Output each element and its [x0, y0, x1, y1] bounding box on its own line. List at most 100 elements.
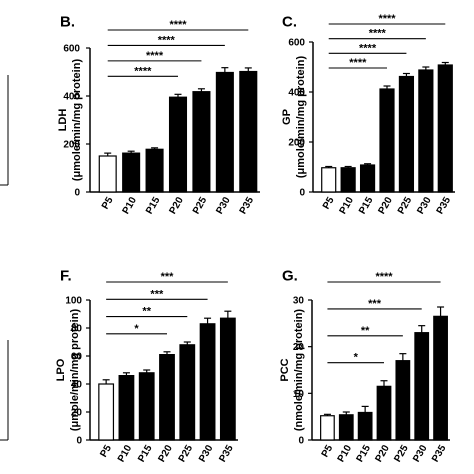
bar-P5 [320, 415, 335, 441]
x-tick-label: P20 [376, 195, 395, 216]
x-tick-label: P10 [338, 195, 357, 216]
panel-label: F. [60, 267, 72, 284]
x-tick-label: P25 [191, 195, 210, 216]
x-tick-label: P10 [116, 443, 135, 464]
y-tick-label: 200 [63, 140, 80, 151]
significance-label: *** [161, 271, 175, 283]
significance-label: ** [142, 306, 151, 318]
x-tick-label: P25 [396, 195, 415, 216]
left-edge-fragments [0, 75, 9, 441]
y-axis-unit-label: (μmole/min/mg protein) [69, 309, 81, 432]
significance-label: **** [369, 28, 387, 40]
y-tick-label: 400 [288, 88, 305, 99]
bar-P10 [118, 375, 135, 441]
bar-P20 [159, 354, 175, 441]
y-tick-label: 10 [293, 389, 305, 400]
significance-label: **** [134, 65, 152, 77]
x-tick-label: P30 [411, 443, 430, 464]
x-tick-label: P30 [415, 195, 434, 216]
y-tick-label: 0 [299, 188, 305, 199]
significance-label: **** [158, 34, 176, 46]
bar-P25 [395, 360, 411, 441]
significance-label: *** [368, 298, 382, 310]
significance-label: *** [150, 288, 164, 300]
bar-P30 [199, 323, 216, 441]
y-axis-unit-label: (μmole/min/mg protein) [71, 59, 83, 182]
x-tick-label: P20 [156, 443, 175, 464]
y-tick-label: 100 [65, 296, 82, 307]
bar-P5 [98, 155, 117, 193]
bar-P35 [239, 70, 258, 193]
x-tick-label: P30 [214, 195, 233, 216]
significance-label: **** [349, 57, 367, 69]
significance-label: ** [361, 325, 370, 337]
y-axis-label: PCC [279, 358, 291, 381]
significance-label: **** [169, 19, 187, 31]
y-tick-label: 0 [76, 436, 82, 447]
bar-P35 [219, 317, 236, 441]
bar-P15 [359, 164, 376, 193]
bar-P15 [357, 411, 373, 441]
x-tick-label: P35 [435, 195, 454, 216]
chart-panel-1: B. 0 200 400 600 LDH (μmole/min/mg protein) P5 P… [57, 13, 260, 216]
chart-panel-3: F. 0 20 40 60 80 100 LPO (μmole/min/mg protein) P… [55, 267, 238, 464]
bar-P35 [437, 64, 453, 193]
y-tick-label: 60 [71, 352, 83, 363]
y-tick-label: 0 [298, 436, 304, 447]
x-tick-label: P5 [100, 195, 116, 211]
bar-P30 [414, 332, 430, 441]
y-tick-label: 30 [293, 296, 305, 307]
x-tick-label: P5 [98, 443, 114, 459]
significance-label: **** [146, 50, 164, 62]
bar-P35 [433, 315, 448, 441]
significance-label: **** [378, 13, 396, 25]
y-axis-unit-label: (nmole/min/mg protein) [293, 309, 305, 432]
y-tick-label: 20 [293, 342, 305, 353]
y-tick-label: 600 [63, 44, 80, 55]
bar-P10 [122, 152, 141, 193]
bar-P25 [398, 75, 415, 193]
significance-label: * [354, 352, 359, 364]
x-tick-label: P35 [430, 443, 449, 464]
y-tick-label: 0 [74, 188, 80, 199]
bar-P30 [215, 71, 234, 193]
x-tick-label: P15 [136, 443, 155, 464]
y-tick-label: 600 [288, 38, 305, 49]
bar-P5 [98, 383, 115, 441]
bar-P10 [340, 167, 356, 193]
bar-P15 [138, 372, 155, 441]
bar-P20 [168, 96, 188, 193]
bar-P25 [192, 91, 211, 193]
panel-label: G. [282, 267, 298, 284]
x-tick-label: P25 [177, 443, 196, 464]
x-tick-label: P35 [217, 443, 236, 464]
panel-label: C. [282, 13, 297, 30]
x-tick-label: P20 [373, 443, 392, 464]
x-tick-label: P15 [355, 443, 374, 464]
y-tick-label: 200 [288, 138, 305, 149]
x-tick-label: P15 [357, 195, 376, 216]
significance-label: **** [359, 42, 377, 54]
y-tick-label: 20 [71, 408, 83, 419]
x-tick-label: P15 [144, 195, 163, 216]
y-axis-unit-label: (μmole/min/mg protein) [295, 56, 307, 179]
y-tick-label: 40 [71, 380, 83, 391]
x-tick-label: P5 [320, 443, 336, 459]
x-tick-label: P10 [121, 195, 140, 216]
x-tick-label: P5 [321, 195, 337, 211]
bar-P15 [145, 148, 164, 193]
significance-label: * [134, 323, 139, 335]
bar-P30 [418, 69, 434, 193]
x-tick-label: P35 [238, 195, 257, 216]
y-tick-label: 400 [63, 92, 80, 103]
bar-P10 [338, 414, 354, 441]
bar-P20 [376, 385, 392, 441]
panel-label: B. [60, 13, 75, 30]
x-tick-label: P30 [197, 443, 216, 464]
bar-P25 [179, 344, 196, 441]
x-tick-label: P10 [336, 443, 355, 464]
bar-P5 [321, 167, 337, 193]
